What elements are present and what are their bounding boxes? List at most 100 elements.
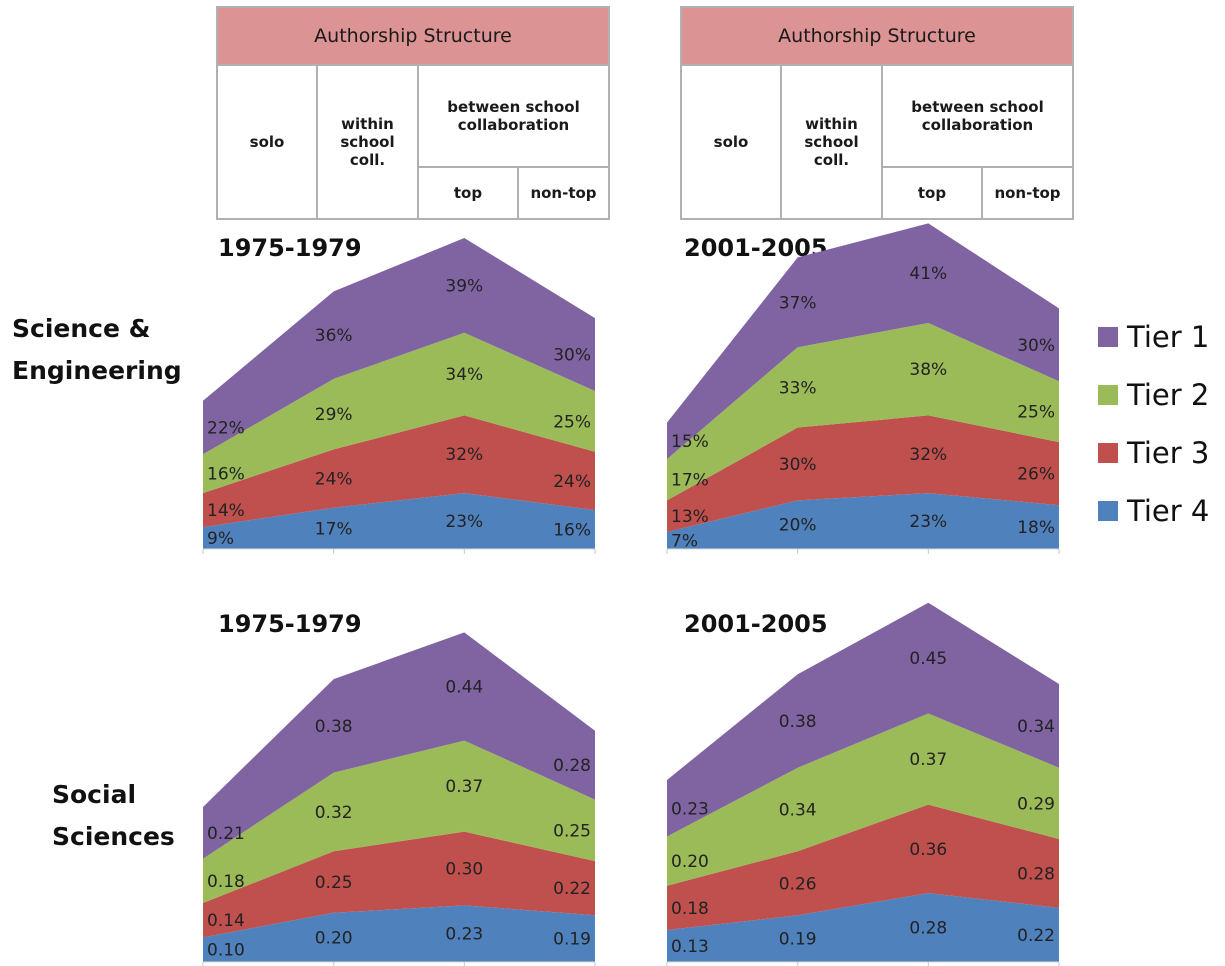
data-label: 0.23 (671, 799, 709, 819)
data-label: 0.32 (315, 803, 353, 823)
data-label: 0.34 (779, 801, 817, 821)
data-label: 22% (207, 419, 245, 439)
data-label: 0.38 (315, 717, 353, 737)
header-col-top: top (417, 166, 519, 220)
area-tier1 (203, 238, 595, 455)
data-label: 0.30 (445, 860, 483, 880)
data-label: 26% (1017, 465, 1055, 485)
area-tier1 (667, 223, 1059, 460)
data-label: 0.20 (315, 928, 353, 948)
data-label: 39% (445, 276, 483, 296)
legend-label-tier3: Tier 3 (1127, 436, 1210, 470)
header-col-nontop: non-top (981, 166, 1074, 220)
data-label: 23% (445, 512, 483, 532)
authorship-header-left: Authorship Structure solo within school … (216, 6, 610, 220)
data-label: 0.19 (779, 930, 817, 950)
data-label: 32% (445, 445, 483, 465)
data-label: 0.37 (445, 777, 483, 797)
area-tier4 (667, 893, 1059, 962)
area-tier3 (667, 415, 1059, 532)
header-col-top: top (881, 166, 983, 220)
legend-label-tier2: Tier 2 (1127, 378, 1210, 412)
header-col-between: between school collaboration (417, 64, 610, 168)
data-label: 30% (1017, 336, 1055, 356)
legend-item-tier3: Tier 3 (1098, 424, 1209, 482)
area-tier3 (203, 415, 595, 528)
data-label: 0.28 (1017, 864, 1055, 884)
data-label: 37% (779, 293, 817, 313)
data-label: 0.20 (671, 852, 709, 872)
data-label: 32% (909, 445, 947, 465)
data-label: 0.38 (779, 712, 817, 732)
stacked-area-chart-3: 0.10 0.20 0.23 0.19 0.14 0.25 0.30 0.22 0.18 0.32… (202, 632, 596, 966)
data-label: 25% (553, 412, 591, 432)
data-label: 38% (909, 360, 947, 380)
header-col-solo: solo (216, 64, 318, 220)
data-label: 0.36 (909, 840, 947, 860)
data-label: 15% (671, 432, 709, 452)
data-label: 0.18 (207, 872, 245, 892)
data-label: 20% (779, 516, 817, 536)
data-label: 7% (671, 532, 698, 552)
legend-swatch-tier1 (1098, 327, 1118, 347)
area-tier3 (667, 804, 1059, 930)
data-label: 0.18 (671, 899, 709, 919)
header-title: Authorship Structure (680, 6, 1074, 66)
data-label: 30% (553, 346, 591, 366)
header-col-nontop: non-top (517, 166, 610, 220)
stacked-area-chart-2: 7% 20% 23% 18% 13% 30% 32% 26% 17% 33% 38% 25% 15% 37… (666, 223, 1060, 554)
header-title: Authorship Structure (216, 6, 610, 66)
data-label: 0.25 (315, 873, 353, 893)
legend-swatch-tier3 (1098, 443, 1118, 463)
data-label: 0.34 (1017, 717, 1055, 737)
area-tier2 (203, 740, 595, 903)
data-label: 41% (909, 264, 947, 284)
data-label: 0.23 (445, 925, 483, 945)
legend-item-tier4: Tier 4 (1098, 482, 1209, 540)
area-tier1 (203, 632, 595, 859)
area-tier4 (203, 493, 595, 549)
chart-title-se-1975: 1975-1979 (218, 234, 362, 262)
data-label: 34% (445, 365, 483, 385)
data-label: 0.14 (207, 911, 245, 931)
data-label: 0.19 (553, 930, 591, 950)
row-label-social: Social Sciences (52, 780, 175, 851)
data-label: 0.45 (909, 649, 947, 669)
data-label: 29% (315, 405, 353, 425)
legend-item-tier1: Tier 1 (1098, 308, 1209, 366)
area-tier3 (203, 831, 595, 938)
header-col-within: within school coll. (316, 64, 419, 220)
data-label: 16% (207, 465, 245, 485)
legend-item-tier2: Tier 2 (1098, 366, 1209, 424)
legend: Tier 1 Tier 2 Tier 3 Tier 4 (1098, 308, 1209, 540)
area-tier4 (667, 493, 1059, 549)
data-label: 0.28 (553, 756, 591, 776)
data-label: 0.21 (207, 824, 245, 844)
area-tier2 (667, 713, 1059, 886)
row-label-science: Science & Engineering (12, 314, 182, 385)
chart-title-ss-2001: 2001-2005 (684, 610, 828, 638)
legend-label-tier1: Tier 1 (1127, 320, 1210, 354)
data-label: 30% (779, 455, 817, 475)
data-label: 0.29 (1017, 794, 1055, 814)
data-label: 0.44 (445, 678, 483, 698)
area-tier1 (667, 602, 1059, 837)
data-label: 0.26 (779, 874, 817, 894)
area-tier2 (667, 323, 1059, 501)
legend-swatch-tier2 (1098, 385, 1118, 405)
data-label: 0.22 (553, 879, 591, 899)
data-label: 25% (1017, 403, 1055, 423)
data-label: 18% (1017, 518, 1055, 538)
header-col-solo: solo (680, 64, 782, 220)
area-tier4 (203, 905, 595, 962)
data-label: 13% (671, 507, 709, 527)
data-label: 16% (553, 521, 591, 541)
data-label: 0.10 (207, 941, 245, 961)
data-label: 0.37 (909, 750, 947, 770)
header-col-between: between school collaboration (881, 64, 1074, 168)
data-label: 33% (779, 378, 817, 398)
data-label: 0.13 (671, 937, 709, 957)
data-label: 17% (315, 519, 353, 539)
data-label: 36% (315, 326, 353, 346)
